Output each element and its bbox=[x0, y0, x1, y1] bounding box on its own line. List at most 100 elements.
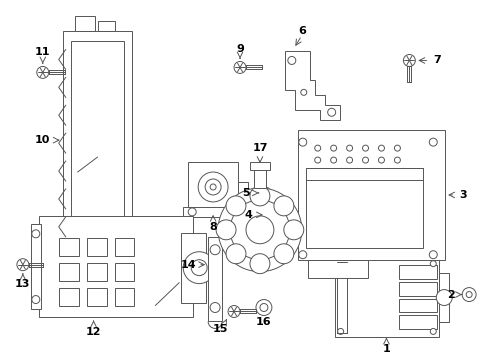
Bar bbox=[267, 212, 271, 218]
Text: 4: 4 bbox=[244, 210, 251, 220]
Circle shape bbox=[314, 157, 320, 163]
Bar bbox=[31, 224, 41, 310]
Bar bbox=[39, 216, 193, 318]
Circle shape bbox=[428, 251, 436, 259]
Circle shape bbox=[300, 89, 306, 95]
Circle shape bbox=[461, 288, 475, 302]
Bar bbox=[71, 41, 124, 242]
Circle shape bbox=[262, 190, 267, 196]
Bar bbox=[336, 262, 346, 333]
Circle shape bbox=[378, 145, 384, 151]
Text: 8: 8 bbox=[209, 222, 217, 232]
Circle shape bbox=[287, 57, 295, 64]
Circle shape bbox=[210, 302, 220, 312]
Bar bbox=[399, 315, 436, 329]
Text: 6: 6 bbox=[297, 26, 305, 36]
Circle shape bbox=[225, 244, 245, 264]
Circle shape bbox=[273, 196, 293, 216]
Text: 11: 11 bbox=[35, 48, 50, 58]
Circle shape bbox=[37, 67, 49, 78]
Bar bbox=[114, 238, 134, 256]
Circle shape bbox=[428, 138, 436, 146]
Bar bbox=[305, 168, 423, 248]
Bar bbox=[253, 166, 265, 188]
Circle shape bbox=[394, 157, 400, 163]
Circle shape bbox=[346, 145, 352, 151]
Bar bbox=[183, 207, 243, 217]
Circle shape bbox=[218, 188, 301, 272]
Circle shape bbox=[234, 62, 245, 73]
Circle shape bbox=[394, 145, 400, 151]
Bar bbox=[399, 298, 436, 312]
Circle shape bbox=[188, 208, 196, 216]
Text: 5: 5 bbox=[242, 188, 249, 198]
Bar bbox=[277, 212, 281, 218]
Circle shape bbox=[298, 138, 306, 146]
Circle shape bbox=[17, 259, 29, 271]
Text: 1: 1 bbox=[382, 345, 389, 354]
Circle shape bbox=[403, 54, 414, 67]
Text: 3: 3 bbox=[458, 190, 466, 200]
Circle shape bbox=[210, 184, 216, 190]
Bar bbox=[282, 223, 297, 245]
Text: 9: 9 bbox=[236, 44, 244, 54]
Text: 16: 16 bbox=[256, 318, 271, 328]
Circle shape bbox=[32, 230, 40, 238]
Circle shape bbox=[346, 157, 352, 163]
Circle shape bbox=[249, 254, 269, 274]
Circle shape bbox=[465, 292, 471, 298]
Circle shape bbox=[255, 300, 271, 315]
Text: 17: 17 bbox=[252, 143, 267, 153]
Bar bbox=[265, 208, 283, 222]
Circle shape bbox=[362, 145, 368, 151]
Circle shape bbox=[283, 220, 303, 240]
Circle shape bbox=[330, 145, 336, 151]
Text: 14: 14 bbox=[180, 260, 196, 270]
Bar bbox=[86, 288, 106, 306]
Bar bbox=[59, 288, 79, 306]
Circle shape bbox=[285, 230, 293, 238]
Circle shape bbox=[205, 179, 221, 195]
Bar bbox=[59, 238, 79, 256]
Circle shape bbox=[362, 157, 368, 163]
Circle shape bbox=[429, 261, 435, 267]
Bar bbox=[208, 237, 222, 321]
Bar bbox=[114, 263, 134, 280]
Circle shape bbox=[327, 108, 335, 116]
Polygon shape bbox=[285, 50, 339, 120]
Bar bbox=[114, 288, 134, 306]
Bar bbox=[181, 233, 206, 302]
Circle shape bbox=[298, 251, 306, 259]
Circle shape bbox=[378, 157, 384, 163]
Text: 7: 7 bbox=[432, 55, 440, 66]
Bar bbox=[399, 282, 436, 296]
Circle shape bbox=[236, 208, 244, 216]
Bar bbox=[438, 273, 448, 323]
Circle shape bbox=[245, 216, 273, 244]
Bar bbox=[307, 260, 367, 278]
Text: 12: 12 bbox=[86, 327, 101, 337]
Text: 13: 13 bbox=[15, 279, 30, 289]
Bar bbox=[62, 31, 132, 252]
Bar bbox=[86, 238, 106, 256]
Circle shape bbox=[216, 220, 236, 240]
Bar bbox=[86, 263, 106, 280]
Bar bbox=[238, 182, 247, 202]
Bar bbox=[75, 15, 94, 31]
Bar bbox=[399, 265, 436, 279]
Circle shape bbox=[183, 252, 215, 284]
Circle shape bbox=[273, 244, 293, 264]
Circle shape bbox=[259, 187, 270, 199]
Bar bbox=[249, 162, 269, 170]
Circle shape bbox=[260, 303, 267, 311]
Circle shape bbox=[314, 145, 320, 151]
Circle shape bbox=[227, 306, 240, 318]
Bar bbox=[59, 263, 79, 280]
Circle shape bbox=[32, 296, 40, 303]
Bar bbox=[334, 258, 438, 337]
Bar bbox=[81, 252, 102, 264]
Circle shape bbox=[210, 245, 220, 255]
Circle shape bbox=[337, 261, 343, 267]
Circle shape bbox=[429, 328, 435, 334]
Circle shape bbox=[198, 172, 227, 202]
